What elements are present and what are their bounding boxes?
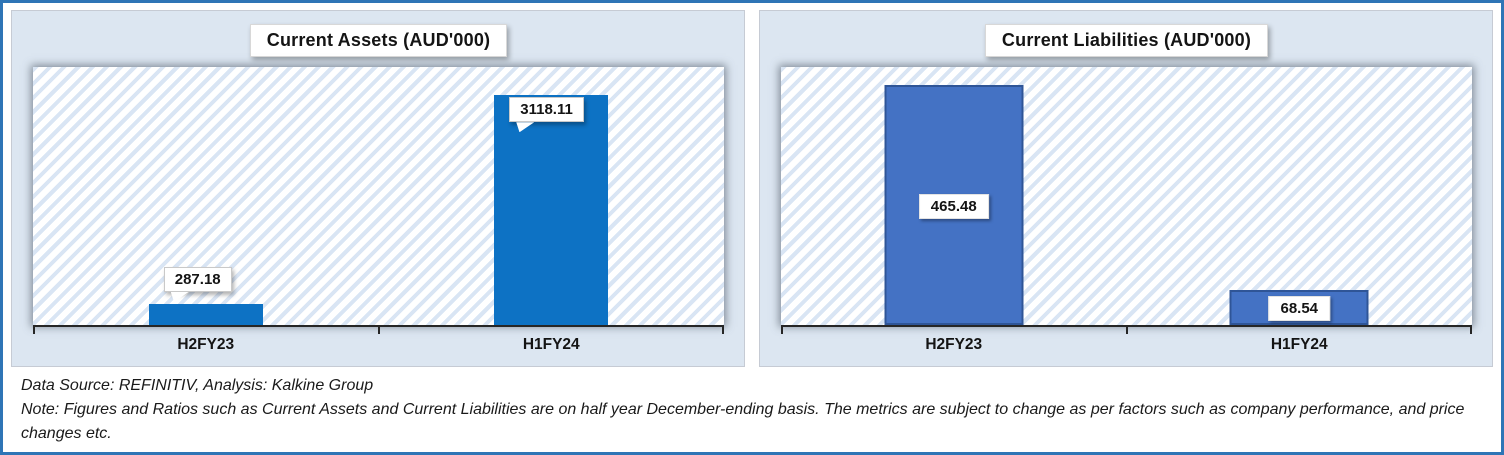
axis-tick [722, 325, 724, 334]
chart-title-text: Current Liabilities (AUD'000) [1001, 30, 1252, 50]
x-axis-labels: H2FY23 H1FY24 [781, 336, 1472, 354]
axis-tick [781, 325, 783, 334]
data-label-box: 465.48 [918, 193, 989, 219]
axis-tick [377, 325, 380, 334]
x-axis-labels: H2FY23 H1FY24 [33, 336, 724, 354]
data-label-text: 465.48 [930, 197, 977, 215]
axis-tick [1125, 325, 1128, 334]
x-axis-label-h1fy24: H1FY24 [1270, 336, 1328, 353]
data-label-callout: 287.18 [163, 266, 232, 302]
x-axis-line [33, 325, 724, 334]
category-cell: 3118.11 [379, 67, 725, 325]
plot-area: 287.18 3118.11 [33, 67, 724, 325]
footer-source-text: Data Source: REFINITIV, Analysis: Kalkin… [21, 377, 374, 394]
category-cell: 287.18 [33, 67, 379, 325]
footer-note-text: Note: Figures and Ratios such as Current… [21, 401, 1465, 442]
chart-title-text: Current Assets (AUD'000) [266, 30, 491, 50]
data-label-box: 68.54 [1268, 296, 1331, 322]
data-label-text: 68.54 [1280, 300, 1319, 318]
bar-h2fy23 [148, 303, 263, 325]
callout-pointer [170, 291, 189, 302]
charts-row: Current Assets (AUD'000) 287.18 3118.11 [3, 3, 1501, 367]
footer: Data Source: REFINITIV, Analysis: Kalkin… [3, 367, 1501, 446]
data-label-callout: 3118.11 [509, 97, 584, 133]
callout-pointer [516, 122, 535, 133]
x-axis-label-h1fy24: H1FY24 [522, 336, 580, 353]
x-axis-label-h2fy23: H2FY23 [925, 336, 983, 353]
data-label-text: 287.18 [174, 270, 221, 288]
chart-title: Current Assets (AUD'000) [249, 24, 508, 57]
category-cell: 465.48 [781, 67, 1127, 325]
bar-h1fy24 [494, 95, 609, 325]
axis-tick [1470, 325, 1472, 334]
chart-panel-current-assets: Current Assets (AUD'000) 287.18 3118.11 [11, 10, 745, 367]
x-axis-line [781, 325, 1472, 334]
chart-panel-current-liabilities: Current Liabilities (AUD'000) 465.48 68.… [759, 10, 1493, 367]
plot-area: 465.48 68.54 [781, 67, 1472, 325]
x-axis-label-h2fy23: H2FY23 [177, 336, 235, 353]
chart-title: Current Liabilities (AUD'000) [984, 24, 1269, 57]
axis-tick [33, 325, 35, 334]
data-label-text: 3118.11 [520, 101, 573, 119]
category-cell: 68.54 [1127, 67, 1473, 325]
